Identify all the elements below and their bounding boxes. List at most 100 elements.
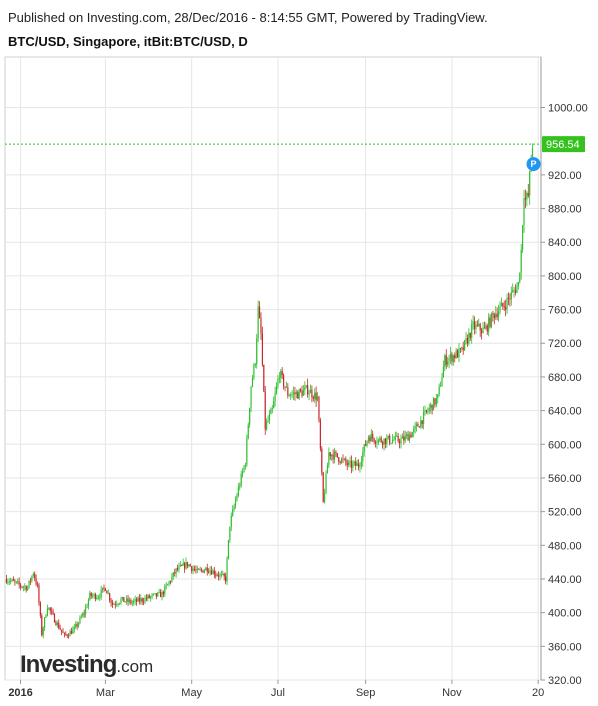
x-tick-label: Nov: [442, 687, 462, 699]
candle: [120, 596, 122, 605]
candle: [82, 611, 84, 618]
candle: [174, 568, 176, 577]
candle: [522, 224, 524, 254]
candle: [8, 578, 10, 586]
candle: [374, 440, 377, 448]
candle: [101, 587, 104, 593]
candle: [142, 597, 145, 606]
event-marker-circle[interactable]: [526, 157, 541, 172]
candle: [63, 632, 65, 638]
candle: [69, 629, 71, 637]
candle: [240, 470, 242, 488]
candle: [83, 609, 85, 618]
candle: [104, 587, 107, 591]
candle: [343, 457, 346, 461]
candle: [186, 561, 189, 569]
candle: [471, 319, 473, 344]
candle: [495, 306, 497, 321]
candle: [406, 432, 408, 439]
candle: [482, 322, 484, 334]
candle: [496, 307, 498, 321]
candle: [220, 570, 222, 578]
candle: [434, 398, 436, 408]
candle: [382, 440, 384, 449]
candle: [184, 561, 186, 573]
candle: [256, 333, 258, 369]
candle: [383, 438, 385, 451]
last-price-box: [542, 136, 585, 153]
y-tick-label: 680.00: [548, 372, 582, 384]
candle: [466, 334, 469, 347]
candle: [452, 354, 454, 366]
candle: [514, 284, 517, 296]
candle: [464, 339, 466, 352]
candle: [251, 374, 254, 388]
candle: [349, 456, 351, 468]
candle: [21, 585, 23, 589]
candle: [490, 312, 493, 329]
candle: [39, 601, 41, 619]
candle: [360, 455, 362, 470]
candle: [217, 571, 220, 581]
symbol-title: BTC/USD, Singapore, itBit:BTC/USD, D: [8, 34, 248, 49]
candle: [445, 349, 447, 370]
candle: [253, 362, 255, 381]
candle: [401, 433, 404, 439]
candle: [209, 566, 211, 576]
candle: [469, 332, 471, 341]
candle: [431, 404, 433, 415]
candle: [133, 598, 135, 606]
candle: [356, 459, 358, 466]
y-tick-label: 720.00: [548, 338, 582, 350]
candle: [35, 574, 37, 587]
candle: [116, 600, 118, 607]
candle: [196, 565, 198, 573]
candle: [277, 374, 279, 389]
event-marker[interactable]: P: [526, 157, 541, 172]
candle: [379, 436, 381, 443]
candle: [476, 320, 478, 327]
candle: [345, 456, 347, 467]
candle: [65, 631, 67, 636]
candle: [292, 386, 295, 401]
candle: [171, 573, 173, 583]
candle: [199, 566, 201, 572]
candle: [86, 603, 88, 609]
y-tick-label: 920.00: [548, 170, 582, 182]
candle: [350, 455, 353, 474]
x-tick-label: Jul: [271, 687, 285, 699]
candle: [28, 580, 30, 589]
candle: [377, 438, 379, 446]
candle: [165, 582, 167, 590]
candle: [280, 368, 282, 384]
candle: [527, 183, 529, 199]
candle: [182, 558, 184, 566]
candle: [348, 459, 350, 468]
candle: [390, 442, 392, 445]
candle: [32, 572, 34, 578]
candle: [189, 563, 191, 567]
candle: [22, 585, 24, 592]
candle: [34, 571, 36, 582]
candle: [333, 447, 336, 464]
candle: [89, 590, 91, 601]
candle: [73, 623, 75, 634]
candle: [397, 433, 399, 443]
candle: [275, 382, 278, 395]
candle: [66, 634, 68, 639]
candle: [58, 619, 60, 630]
candle: [472, 315, 474, 330]
candle: [322, 471, 324, 503]
candle: [239, 482, 241, 491]
candle: [223, 572, 225, 581]
candle: [258, 301, 261, 319]
candle: [169, 580, 172, 585]
candle: [338, 456, 340, 465]
candle: [421, 420, 423, 429]
candle: [210, 565, 213, 576]
candle: [154, 593, 156, 595]
candle: [316, 391, 319, 402]
candle: [281, 367, 283, 380]
logo-suffix: .com: [116, 657, 154, 676]
